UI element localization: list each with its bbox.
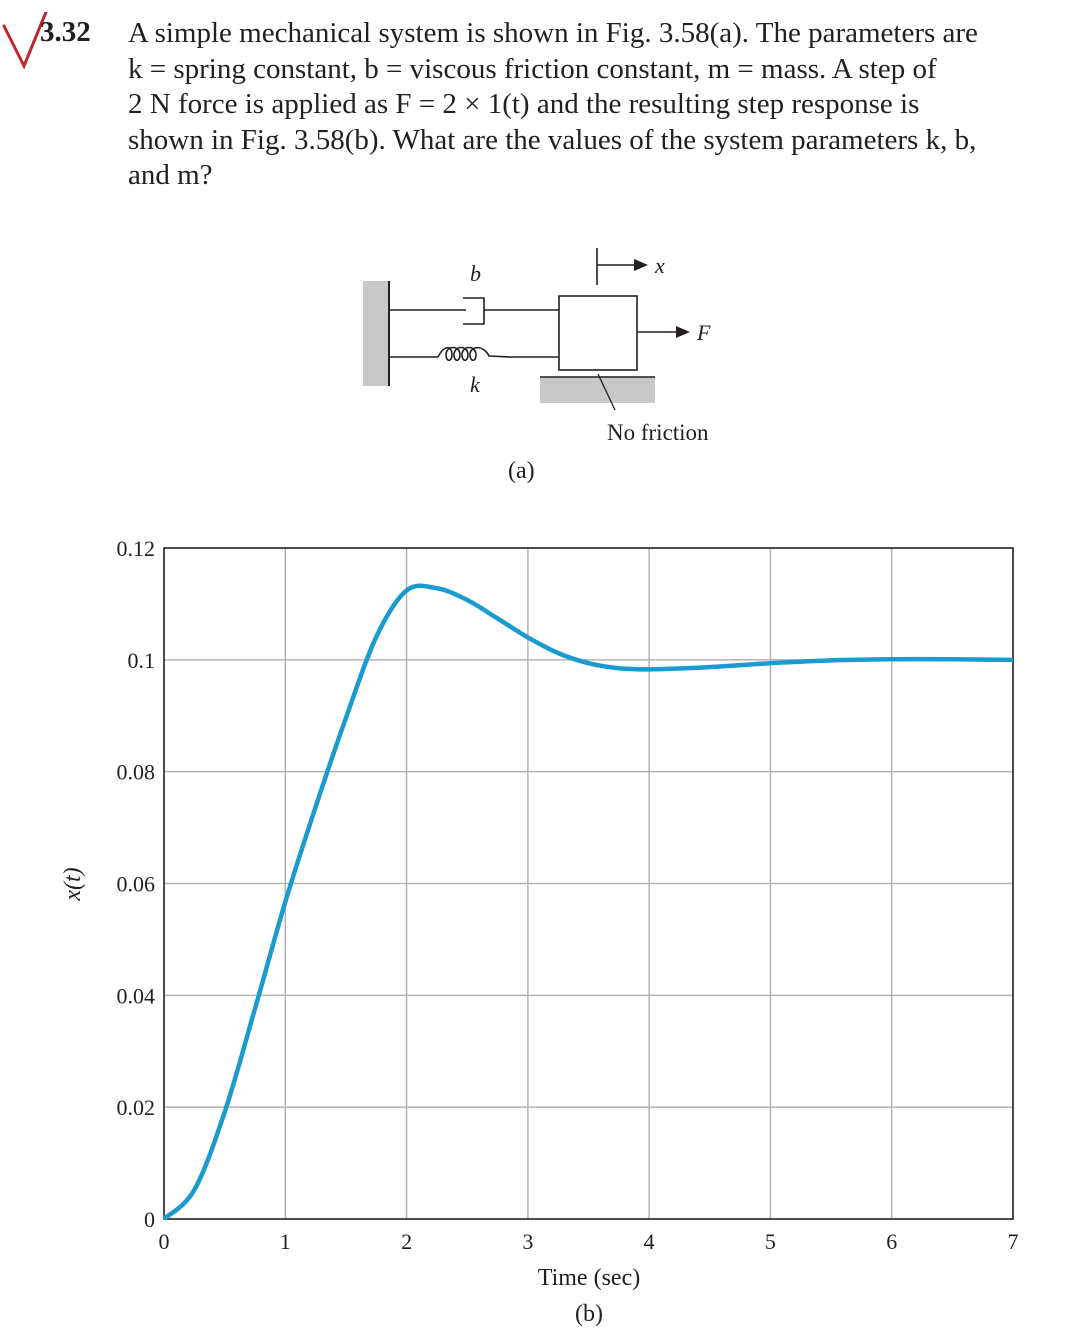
x-tick-label: 5 xyxy=(765,1229,776,1254)
label-x: x xyxy=(654,253,665,278)
problem-line: 2 N force is applied as F = 2 × 1(t) and… xyxy=(128,88,920,120)
x-tick-label: 4 xyxy=(644,1229,655,1254)
y-tick-label: 0.08 xyxy=(117,760,156,785)
y-tick-label: 0.1 xyxy=(128,648,156,673)
chart-grid xyxy=(164,548,1013,1219)
problem-line: and m? xyxy=(128,159,213,191)
no-friction-label: No friction xyxy=(607,420,709,445)
problem-line: k = spring constant, b = viscous frictio… xyxy=(128,52,937,85)
x-tick-label: 2 xyxy=(401,1229,412,1254)
x-tick-label: 3 xyxy=(522,1229,533,1254)
ground xyxy=(540,377,655,403)
arrow-x-icon xyxy=(634,259,648,271)
label-k: k xyxy=(470,372,481,397)
damper xyxy=(463,297,485,325)
x-tick-label: 7 xyxy=(1008,1229,1019,1254)
axis-ticks: 0 1 2 3 4 5 6 7 0 0.02 0.04 0.06 0.08 0.1 0.12 xyxy=(117,536,1019,1254)
caption-a: (a) xyxy=(508,458,535,484)
caption-b: (b) xyxy=(575,1301,603,1327)
x-tick-label: 6 xyxy=(886,1229,897,1254)
y-axis-label: x(t) xyxy=(60,867,86,901)
arrow-f-icon xyxy=(676,326,690,338)
x-axis-label: Time (sec) xyxy=(538,1265,640,1291)
problem-line: A simple mechanical system is shown in F… xyxy=(128,17,978,49)
problem-text: A simple mechanical system is shown in F… xyxy=(128,16,1022,194)
y-tick-label: 0.06 xyxy=(117,872,156,897)
y-tick-label: 0.02 xyxy=(117,1095,156,1120)
check-mark-icon xyxy=(2,12,48,70)
label-b: b xyxy=(470,261,481,286)
y-tick-label: 0 xyxy=(144,1207,155,1232)
problem-number: 3.32 xyxy=(40,16,91,48)
x-tick-label: 0 xyxy=(159,1229,170,1254)
x-tick-label: 1 xyxy=(280,1229,291,1254)
wall xyxy=(363,281,389,386)
label-F: F xyxy=(696,320,711,345)
figure-a-diagram: b k No friction x F (a) xyxy=(363,248,711,484)
spring xyxy=(437,346,511,362)
problem-line: shown in Fig. 3.58(b). What are the valu… xyxy=(128,123,977,156)
mass-block xyxy=(558,295,638,371)
y-tick-label: 0.12 xyxy=(117,536,156,561)
y-tick-label: 0.04 xyxy=(117,983,156,1008)
plot-frame xyxy=(163,547,1014,1220)
response-curve xyxy=(162,583,1014,1221)
